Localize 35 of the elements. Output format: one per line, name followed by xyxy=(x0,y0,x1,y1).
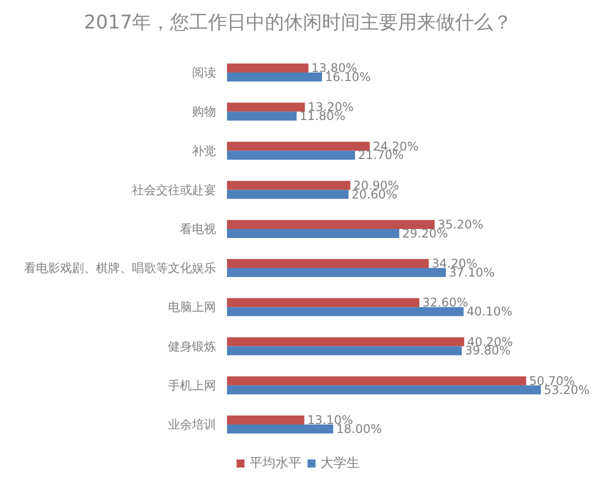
bar xyxy=(227,190,349,199)
bar xyxy=(227,415,304,424)
bar xyxy=(227,424,334,434)
y-tick-label: 补觉 xyxy=(192,144,216,158)
legend-label: 平均水平 xyxy=(250,456,302,471)
y-tick-label: 手机上网 xyxy=(168,378,216,392)
bar xyxy=(227,228,400,238)
bar xyxy=(227,102,305,112)
bar xyxy=(227,180,350,190)
bar xyxy=(227,64,308,73)
y-tick-label: 阅读 xyxy=(192,66,216,80)
bar xyxy=(227,259,429,268)
bar xyxy=(227,298,420,308)
y-tick-label: 看电影戏剧、棋牌、唱歌等文化娱乐 xyxy=(24,261,216,276)
bar xyxy=(227,72,322,82)
data-label: 40.10% xyxy=(466,304,512,319)
y-tick-label: 看电视 xyxy=(180,222,216,236)
y-tick-label: 购物 xyxy=(192,104,216,119)
chart-title: 2017年，您工作日中的休闲时间主要用来做什么？ xyxy=(84,12,512,34)
y-tick-label: 电脑上网 xyxy=(168,300,216,314)
bar xyxy=(227,150,356,160)
bar xyxy=(227,376,526,386)
bar xyxy=(227,307,464,316)
y-tick-label: 业余培训 xyxy=(168,417,216,432)
bar xyxy=(227,142,370,151)
bar xyxy=(227,268,446,278)
bar xyxy=(227,385,541,394)
bar xyxy=(227,346,462,356)
legend-label: 大学生 xyxy=(320,456,360,471)
y-tick-label: 社会交往或赴宴 xyxy=(132,182,216,197)
y-tick-label: 健身锻炼 xyxy=(168,339,216,354)
bar xyxy=(227,112,297,121)
bar xyxy=(227,220,435,229)
bar xyxy=(227,337,464,346)
data-label: 32.60% xyxy=(422,296,468,310)
